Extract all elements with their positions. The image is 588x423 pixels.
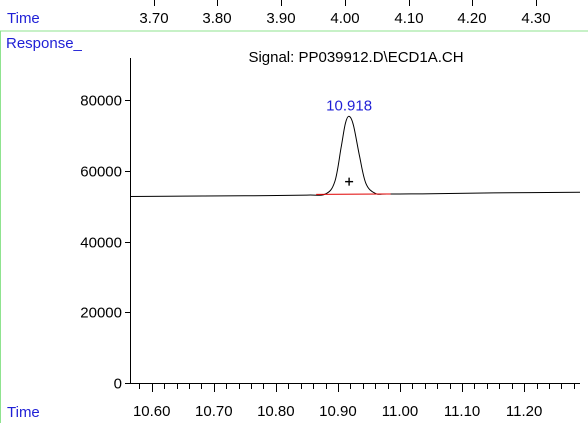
y-tick-label: 40000 (80, 235, 122, 252)
chart-title: Signal: PP039912.D\ECD1A.CH (248, 49, 463, 66)
y-tick-label: 20000 (80, 305, 122, 322)
y-tick-label: 60000 (80, 164, 122, 181)
x-axis-label: Time (7, 404, 40, 421)
plot-area: 10.918 (129, 97, 581, 197)
top-tick-label: 4.20 (457, 10, 486, 27)
y-tick-label: 0 (114, 376, 122, 393)
top-tick-label: 3.80 (202, 10, 231, 27)
top-tick-label: 4.30 (521, 10, 550, 27)
peak-label: 10.918 (326, 97, 372, 114)
x-tick-label: 10.70 (195, 403, 233, 420)
y-axis-label: Response_ (6, 35, 83, 52)
x-tick-label: 10.60 (133, 403, 171, 420)
top-tick-label: 3.90 (266, 10, 295, 27)
x-axis-ticks: 10.60 10.70 10.80 10.90 11.00 11.10 11.20 (133, 384, 575, 420)
top-tick-label: 3.70 (139, 10, 168, 27)
x-tick-label: 11.20 (506, 403, 542, 420)
y-tick-label: 80000 (80, 93, 122, 110)
x-tick-label: 10.80 (257, 403, 295, 420)
top-tick-label: 4.00 (330, 10, 359, 27)
x-tick-label: 11.00 (382, 403, 418, 420)
top-axis-ticks: 3.70 3.80 3.90 4.00 4.10 4.20 4.30 (139, 0, 551, 27)
top-time-label: Time (7, 10, 40, 27)
x-tick-label: 11.10 (444, 403, 480, 420)
signal-trace (129, 115, 581, 197)
top-tick-label: 4.10 (394, 10, 423, 27)
y-axis-ticks: 0 20000 40000 60000 80000 (80, 93, 130, 393)
x-tick-label: 10.90 (319, 403, 357, 420)
